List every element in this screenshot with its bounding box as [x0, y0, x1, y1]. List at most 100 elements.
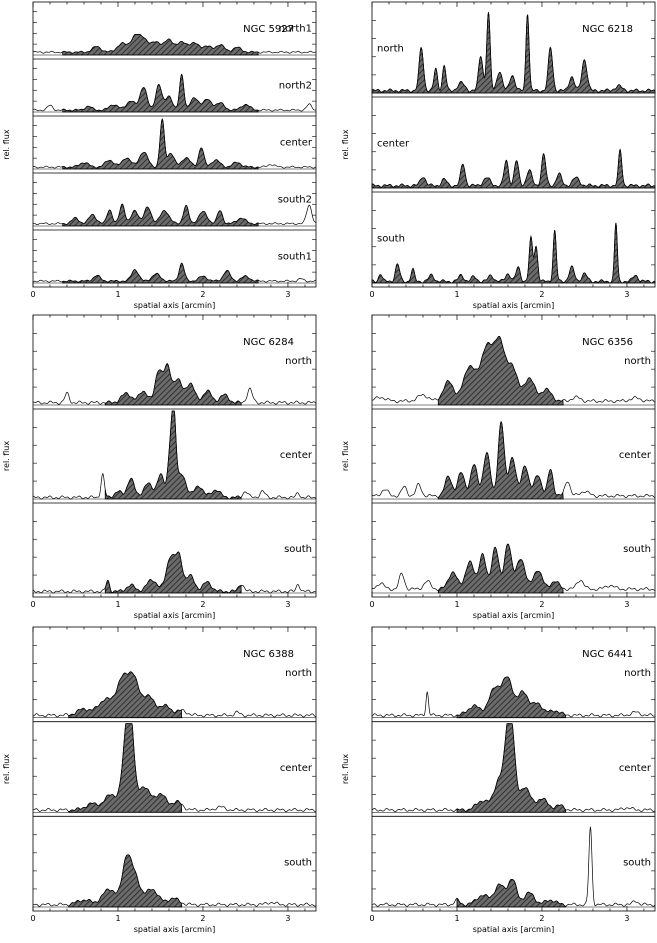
panel-ngc-6284: 0 1 2 3 spatial axis [arcmin] rel. flux NGC 62…: [2, 314, 317, 620]
y-axis-title: rel. flux: [2, 441, 11, 471]
x-tick-label: 1: [115, 290, 120, 299]
position-label-north: north: [377, 43, 404, 54]
shaded-region: [437, 543, 564, 594]
x-tick-label: 2: [539, 600, 544, 609]
x-axis-title: spatial axis [arcmin]: [473, 301, 555, 310]
x-tick-label: 3: [285, 600, 290, 609]
strip-north: north: [371, 12, 656, 94]
position-label-south: south: [623, 544, 651, 555]
panel-ngc-6218: 0 1 2 3 spatial axis [arcmin] rel. flux NGC 62…: [341, 1, 656, 310]
y-axis-title: rel. flux: [2, 754, 11, 784]
x-axis-title: spatial axis [arcmin]: [134, 301, 216, 310]
position-label-south: south: [284, 858, 312, 869]
shaded-region: [62, 118, 259, 170]
strip-south: south: [371, 826, 656, 908]
position-label-center: center: [619, 763, 652, 774]
panel-frame: [371, 626, 656, 912]
panel-ngc-6388: 0 1 2 3 spatial axis [arcmin] rel. flux NGC 63…: [2, 626, 317, 934]
x-tick-label: 3: [624, 290, 629, 299]
position-label-south: south: [623, 858, 651, 869]
strip-south: south: [371, 520, 656, 594]
shaded-region: [456, 878, 567, 908]
x-tick-label: 2: [539, 290, 544, 299]
y-axis-title: rel. flux: [341, 441, 350, 471]
strip-south: south: [371, 210, 656, 284]
panel-frame: [32, 1, 317, 288]
x-tick-label: 3: [285, 290, 290, 299]
strip-center: center: [32, 410, 317, 500]
strip-north: north: [32, 332, 317, 406]
x-tick-label: 2: [200, 600, 205, 609]
x-axis-title: spatial axis [arcmin]: [134, 925, 216, 934]
x-tick-label: 1: [454, 290, 459, 299]
x-tick-label: 0: [369, 600, 374, 609]
spectrum-line: [32, 723, 317, 813]
shaded-region: [437, 421, 564, 500]
galaxy-label: NGC 6284: [243, 337, 294, 348]
x-tick-label: 0: [30, 600, 35, 609]
strip-center: center: [371, 723, 656, 813]
strip-south2: south2: [32, 182, 317, 227]
shaded-region: [68, 854, 183, 908]
position-label-center: center: [280, 138, 313, 149]
shaded-region: [456, 723, 567, 813]
position-label-center: center: [280, 763, 313, 774]
panel-frame: [32, 314, 317, 598]
position-label-north2: north2: [279, 81, 312, 92]
galaxy-label: NGC 6218: [582, 24, 633, 35]
shaded-region: [104, 363, 242, 406]
y-axis-title: rel. flux: [2, 129, 11, 159]
panel-ngc-6441: 0 1 2 3 spatial axis [arcmin] rel. flux NGC 64…: [341, 626, 656, 934]
shaded-region: [68, 671, 183, 719]
strip-center: center: [371, 115, 656, 189]
position-label-south1: south1: [278, 252, 312, 263]
y-axis-title: rel. flux: [341, 754, 350, 784]
position-label-south2: south2: [278, 195, 312, 206]
strip-north: north: [371, 645, 656, 719]
position-label-north1: north1: [279, 24, 312, 35]
x-tick-label: 0: [30, 290, 35, 299]
x-tick-label: 1: [115, 914, 120, 923]
spectrum-line: [32, 262, 317, 283]
galaxy-label: NGC 6388: [243, 649, 294, 660]
position-label-south: south: [284, 544, 312, 555]
position-label-north: north: [285, 356, 312, 367]
panel-ngc-5927: 0 1 2 3 spatial axis [arcmin] rel. flux NGC 59…: [2, 1, 317, 310]
strip-north: north: [32, 645, 317, 719]
x-axis-title: spatial axis [arcmin]: [473, 611, 555, 620]
x-tick-label: 1: [454, 600, 459, 609]
shaded-region: [371, 222, 656, 284]
x-tick-label: 0: [30, 914, 35, 923]
position-label-center: center: [619, 450, 652, 461]
position-label-south: south: [377, 233, 405, 244]
strip-center: center: [32, 723, 317, 813]
shaded-region: [62, 73, 259, 113]
shaded-region: [68, 723, 183, 813]
x-tick-label: 3: [624, 600, 629, 609]
strip-south: south: [32, 520, 317, 594]
panel-frame: [371, 314, 656, 598]
shaded-region: [104, 551, 242, 594]
shaded-region: [456, 676, 567, 719]
shaded-region: [62, 203, 259, 227]
x-tick-label: 2: [200, 290, 205, 299]
position-label-center: center: [377, 138, 410, 149]
position-label-north: north: [285, 668, 312, 679]
strip-center: center: [371, 421, 656, 500]
y-axis-title: rel. flux: [341, 129, 350, 159]
position-label-center: center: [280, 450, 313, 461]
x-tick-label: 2: [200, 914, 205, 923]
shaded-region: [62, 33, 259, 56]
spectrum-line: [32, 671, 317, 718]
x-axis-title: spatial axis [arcmin]: [134, 611, 216, 620]
galaxy-label: NGC 6441: [582, 649, 633, 660]
panel-ngc-6356: 0 1 2 3 spatial axis [arcmin] rel. flux NGC 63…: [341, 314, 656, 620]
position-label-north: north: [624, 356, 651, 367]
x-tick-label: 0: [369, 914, 374, 923]
strip-south: south: [32, 834, 317, 908]
strip-center: center: [32, 118, 317, 170]
galaxy-label: NGC 6356: [582, 337, 633, 348]
x-tick-label: 3: [624, 914, 629, 923]
